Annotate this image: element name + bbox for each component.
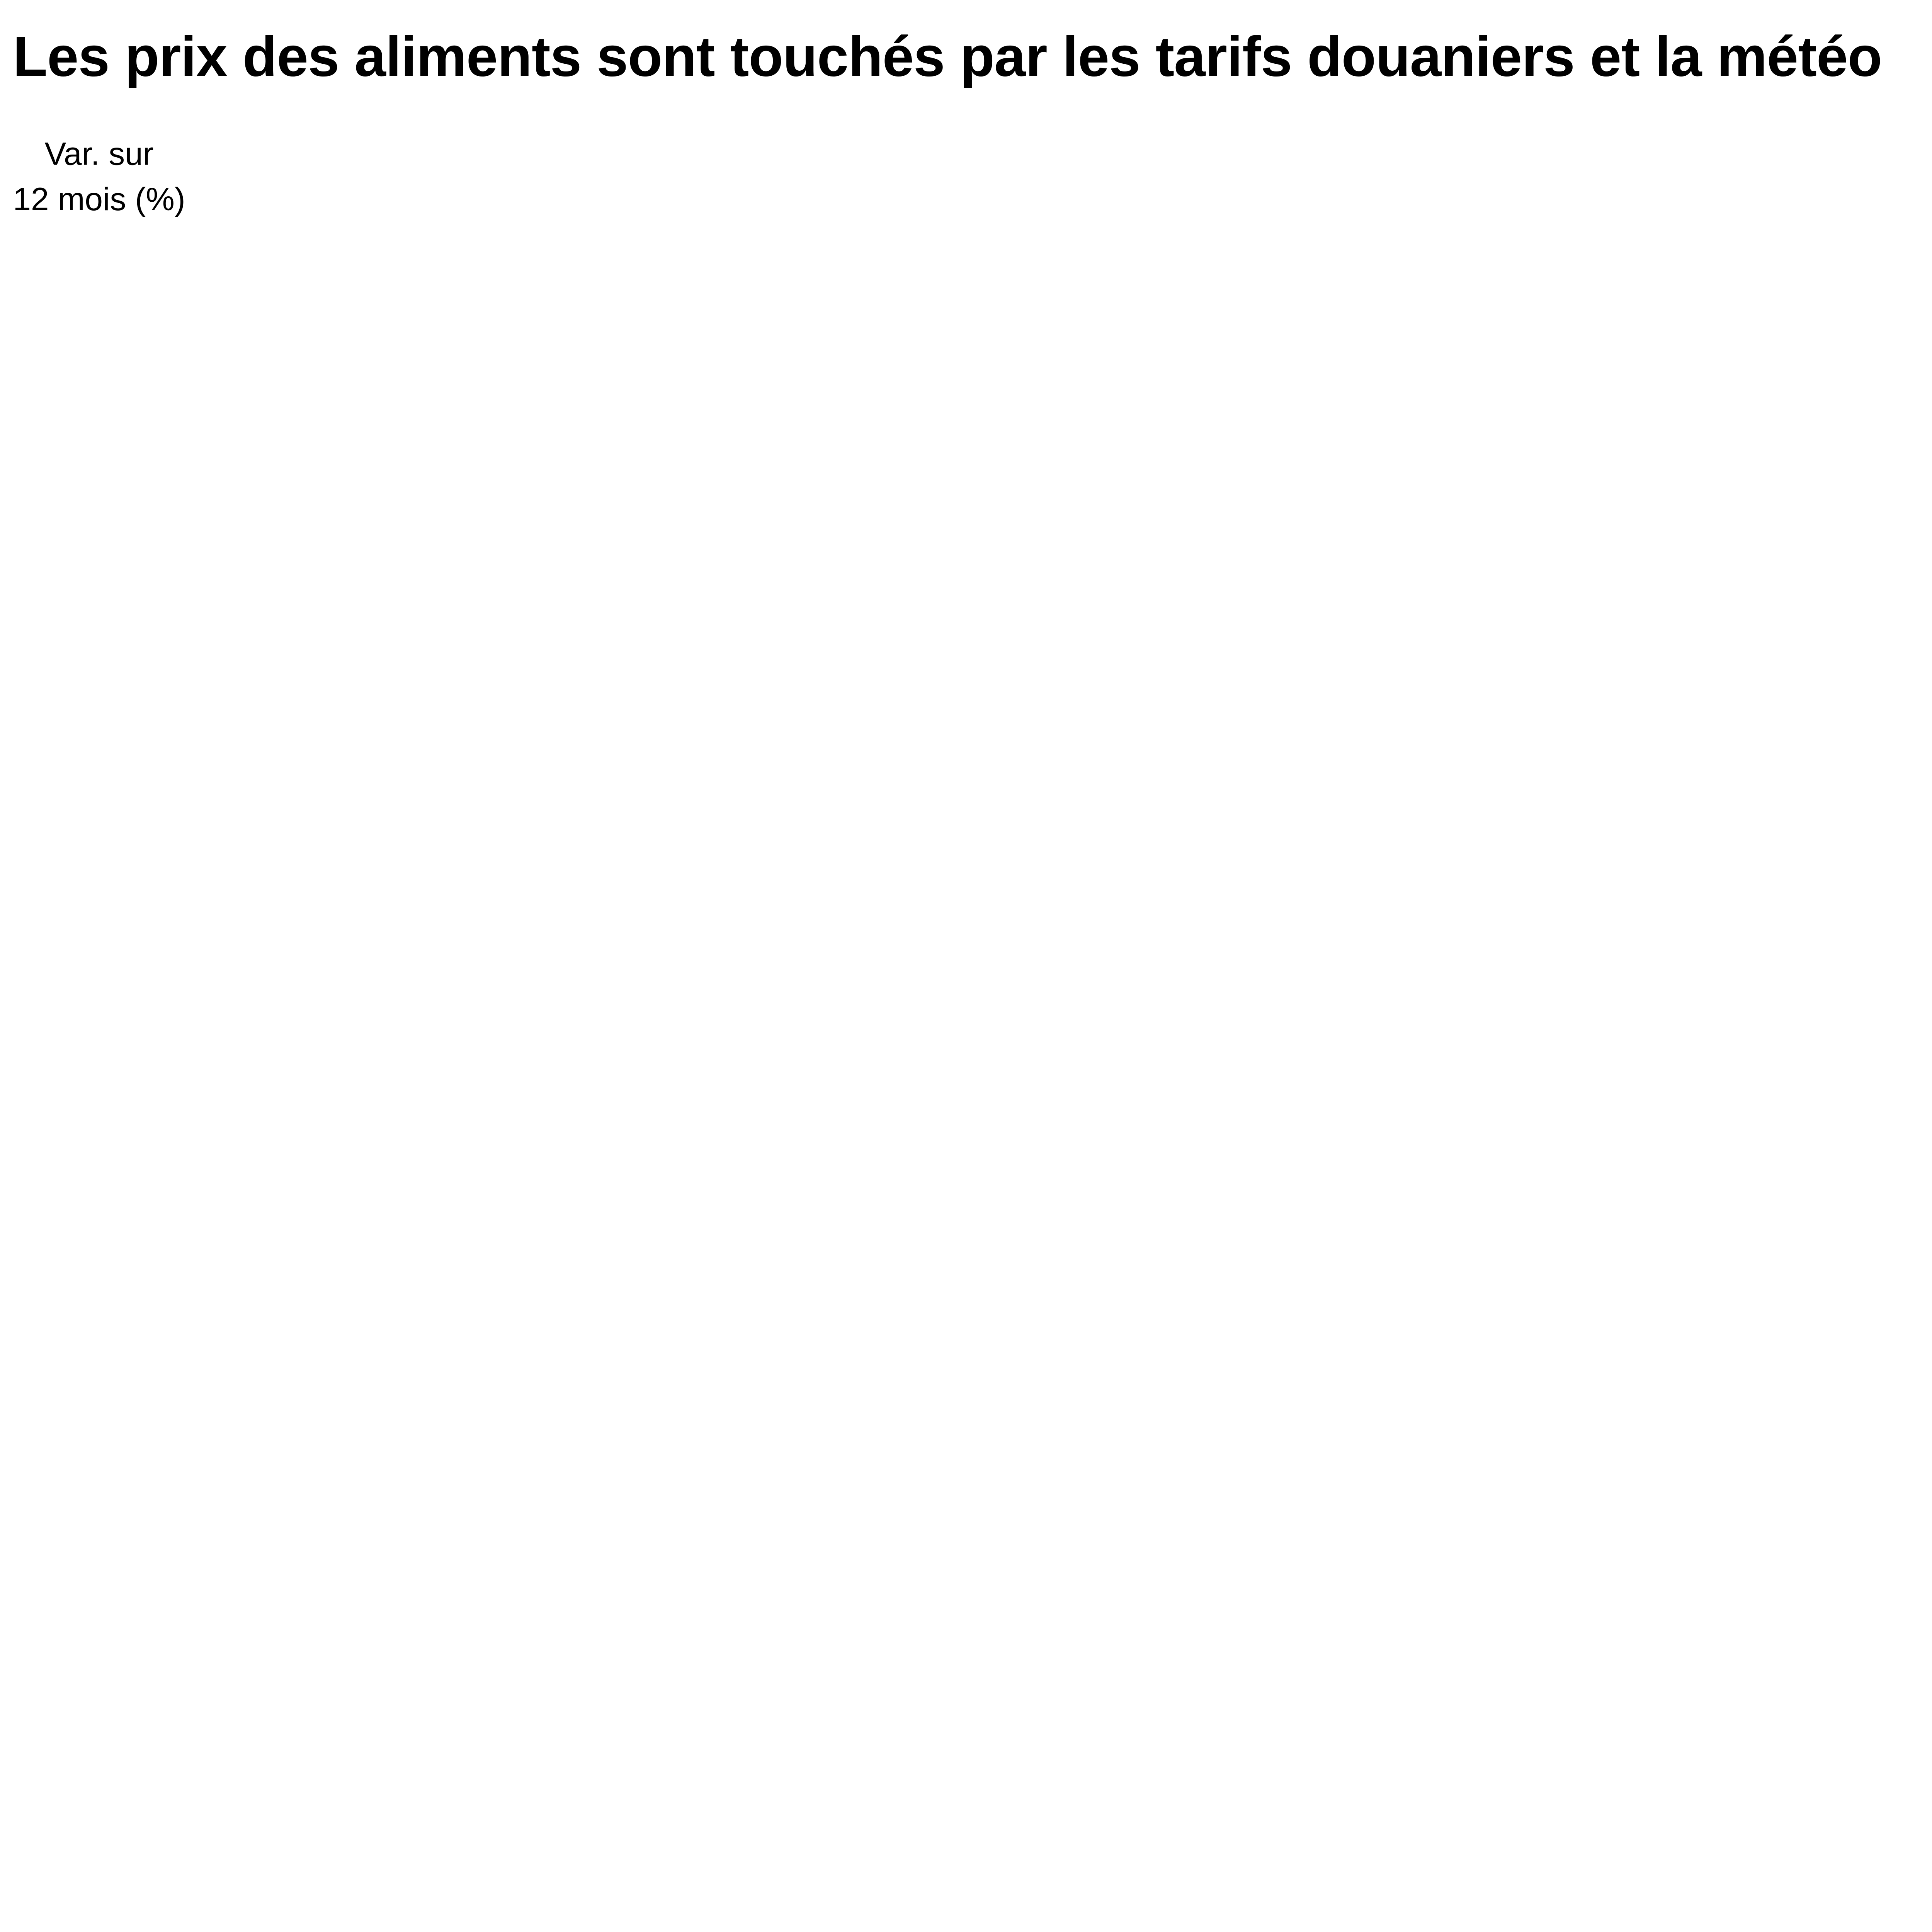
- left-axis-unit-label: Var. sur 12 mois (%): [13, 133, 185, 223]
- left-axis-unit-line1: Var. sur: [44, 137, 154, 173]
- chart-title: Les prix des aliments sont touchés par l…: [13, 26, 1882, 89]
- left-axis-unit-line2: 12 mois (%): [13, 182, 185, 218]
